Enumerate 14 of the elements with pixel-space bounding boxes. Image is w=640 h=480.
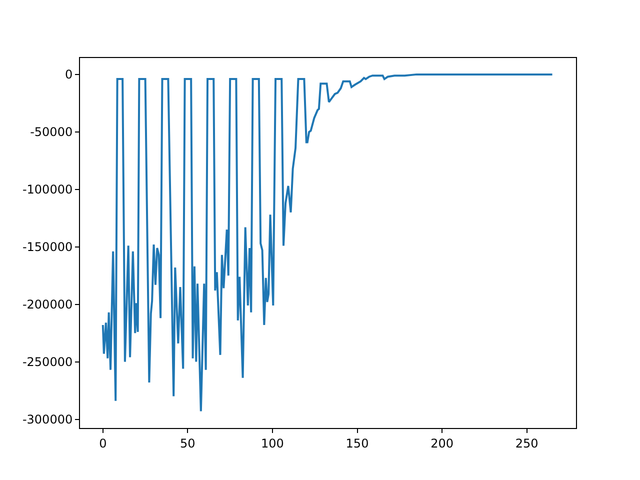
y-tick-label: -50000 bbox=[30, 125, 73, 140]
x-tick-label: 150 bbox=[346, 436, 369, 450]
y-tick-label: -200000 bbox=[22, 298, 73, 312]
x-tick-label: 50 bbox=[180, 436, 196, 450]
y-tick-label: -250000 bbox=[22, 354, 73, 369]
y-tick-label: -150000 bbox=[22, 240, 73, 254]
x-tick-label: 100 bbox=[261, 436, 284, 450]
y-tick-label: -300000 bbox=[22, 412, 73, 426]
x-tick-label: 200 bbox=[430, 436, 454, 450]
y-tick-label: -100000 bbox=[22, 182, 73, 197]
x-tick-label: 250 bbox=[515, 436, 538, 450]
x-tick-label: 0 bbox=[99, 436, 107, 450]
y-tick-label: 0 bbox=[64, 68, 73, 82]
line-series bbox=[102, 73, 554, 412]
